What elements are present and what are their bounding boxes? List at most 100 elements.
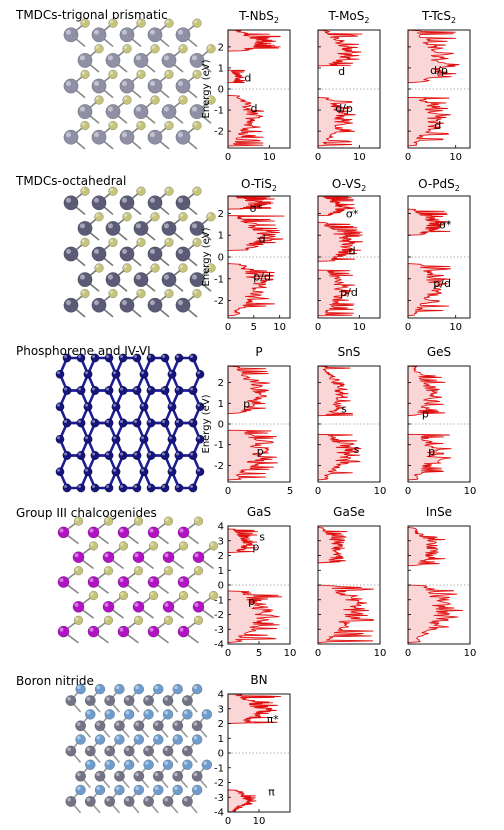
lattice-atom-metal-shine — [183, 747, 188, 751]
lattice-atom — [90, 386, 100, 395]
panel-title-sub: 2 — [361, 184, 366, 193]
lattice-atom-metal-shine — [191, 274, 197, 280]
lattice-atom — [195, 467, 205, 477]
lattice-atom-chalcogen-shine — [154, 685, 159, 690]
lattice-atom-chalcogen — [80, 69, 90, 80]
lattice-atom-shine — [141, 436, 144, 440]
lattice-atom-shine — [148, 355, 151, 358]
lattice-atom-chalcogen-shine — [179, 45, 184, 49]
panel-title-sub: 2 — [451, 16, 456, 25]
lattice-atom-chalcogen — [206, 95, 216, 105]
lattice-atom-chalcogen — [136, 18, 146, 28]
lattice-atom-chalcogen-shine — [75, 567, 79, 571]
dos-band — [227, 590, 283, 643]
lattice-atom-metal — [152, 720, 164, 732]
lattice-atom-metal-shine — [79, 55, 86, 61]
lattice-atom-metal-shine — [134, 553, 139, 558]
dos-band — [227, 365, 271, 415]
lattice-atom-chalcogen-shine — [86, 710, 91, 715]
lattice-atom-shine — [190, 420, 193, 423]
lattice-atom-chalcogen — [150, 263, 160, 273]
lattice-atom-metal — [104, 745, 116, 757]
lattice-atom-metal-shine — [106, 747, 110, 751]
lattice-atom-chalcogen-shine — [135, 567, 139, 571]
lattice-atom-metal-shine — [67, 747, 71, 751]
lattice-atom-chalcogen — [73, 516, 84, 526]
lattice-atom-shine — [78, 420, 81, 423]
lattice-atom-chalcogen — [136, 288, 146, 299]
lattice-atom-chalcogen-shine — [95, 213, 99, 217]
lattice-atom-chalcogen-shine — [137, 122, 142, 126]
lattice-atom-chalcogen — [191, 734, 203, 745]
dos-band — [227, 789, 257, 813]
panel-title-main: BN — [250, 673, 267, 687]
lattice-atom-shine — [64, 355, 67, 358]
x-tick-label: 0 — [405, 322, 411, 333]
orbital-label: d — [434, 119, 441, 132]
lattice-atom-chalcogen-shine — [151, 264, 156, 268]
lattice-atom-chalcogen-shine — [165, 20, 170, 24]
lattice-atom — [118, 386, 128, 395]
lattice-atom-chalcogen-shine — [123, 96, 127, 100]
lattice-atom-shine — [120, 485, 123, 488]
lattice-atom-shine — [176, 387, 179, 391]
panel-title-main: T-MoS — [328, 9, 365, 23]
lattice-atom-chalcogen-shine — [193, 20, 198, 24]
lattice-atom — [111, 402, 121, 412]
lattice-atom-chalcogen-shine — [81, 71, 85, 75]
lattice-atom-chalcogen-shine — [120, 542, 124, 546]
lattice-atom-metal — [175, 246, 191, 262]
lattice-atom-metal — [75, 770, 87, 782]
lattice-atom-metal-shine — [174, 772, 178, 777]
lattice-atom — [90, 451, 100, 460]
orbital-label: σ* — [439, 218, 452, 231]
lattice-atom-chalcogen — [178, 95, 188, 105]
lattice-atom — [146, 483, 156, 493]
dos-band — [407, 433, 452, 481]
y-tick-label: 0 — [218, 749, 224, 760]
lattice-atom-shine — [106, 452, 109, 456]
lattice-atom-metal — [104, 695, 116, 707]
dos-band — [317, 195, 356, 217]
lattice-atom-chalcogen — [94, 44, 104, 54]
lattice-atom-chalcogen-shine — [207, 45, 212, 49]
lattice-atom — [188, 483, 198, 493]
lattice-atom-shine — [197, 468, 200, 472]
lattice-atom-chalcogen-shine — [96, 685, 100, 690]
lattice-atom-metal-shine — [144, 747, 149, 751]
lattice-atom-metal-shine — [149, 29, 155, 35]
lattice-atom-chalcogen — [75, 784, 86, 796]
lattice-atom-chalcogen — [104, 759, 115, 770]
lattice-atom-shine — [176, 452, 179, 456]
lattice-atom-chalcogen — [143, 759, 154, 770]
lattice-atom-chalcogen — [162, 709, 174, 720]
lattice-atom-metal-shine — [149, 132, 155, 138]
lattice-atom-chalcogen-shine — [137, 188, 142, 192]
lattice-atom-chalcogen-shine — [195, 617, 199, 621]
lattice-atom-metal — [192, 600, 205, 613]
orbital-label: d — [338, 65, 345, 78]
lattice-atom-metal-shine — [59, 528, 64, 533]
lattice-atom-metal-shine — [135, 772, 139, 777]
lattice-atom-shine — [169, 371, 172, 375]
lattice-atom-chalcogen-shine — [207, 264, 212, 268]
lattice-atom-metal — [77, 272, 93, 288]
lattice-atom-shine — [162, 387, 165, 391]
lattice-atom — [118, 451, 128, 460]
dos-band — [317, 96, 356, 147]
lattice-atom-metal-shine — [191, 55, 197, 61]
lattice-atom-metal — [72, 551, 85, 564]
lattice-atom — [55, 467, 65, 477]
lattice-atom-chalcogen — [108, 186, 118, 196]
y-tick-label: 1 — [218, 399, 224, 410]
dos-band — [407, 365, 446, 417]
lattice-atom-metal-shine — [106, 797, 110, 802]
y-axis-label: Energy (eV) — [201, 394, 212, 453]
lattice-atom-metal — [162, 695, 174, 707]
lattice-atom-shine — [85, 371, 88, 375]
lattice-atom — [139, 467, 149, 477]
lattice-atom-chalcogen-shine — [174, 786, 178, 790]
x-tick-label: 0 — [405, 486, 411, 497]
lattice-atom-metal-shine — [149, 627, 154, 632]
